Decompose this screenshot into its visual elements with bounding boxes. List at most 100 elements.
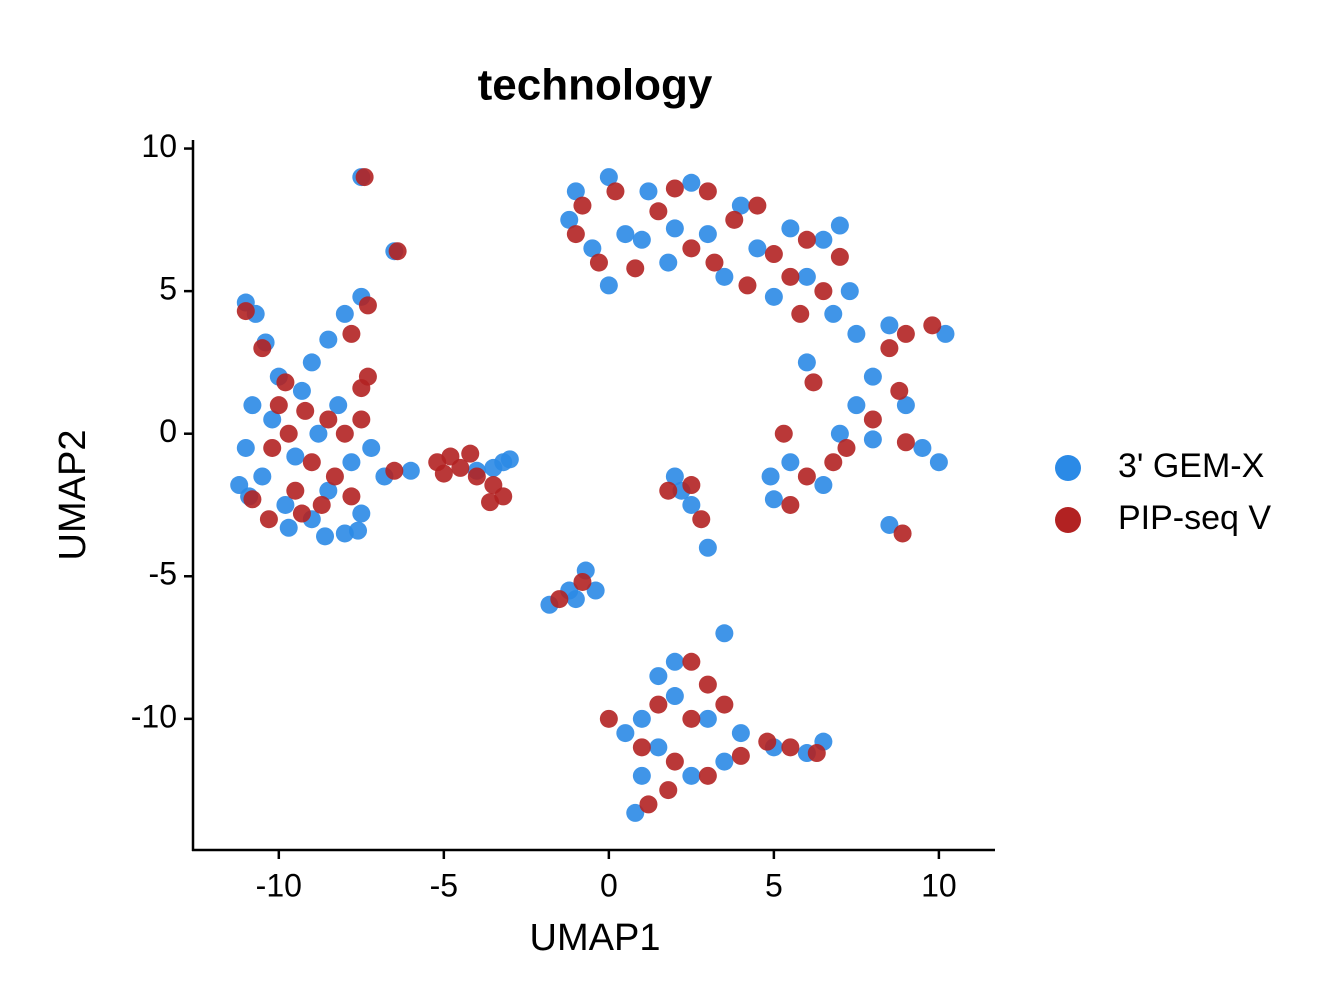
point <box>461 444 480 463</box>
point <box>748 196 767 215</box>
point <box>349 521 368 540</box>
point <box>890 381 909 400</box>
point <box>824 453 843 472</box>
point <box>325 467 344 486</box>
point <box>774 424 793 443</box>
point <box>781 738 800 757</box>
point <box>342 324 361 343</box>
point <box>936 324 955 343</box>
point <box>659 481 678 500</box>
point <box>236 302 255 321</box>
point <box>355 168 374 187</box>
point <box>358 296 377 315</box>
point <box>682 766 701 785</box>
point <box>279 424 298 443</box>
point <box>758 732 777 751</box>
point <box>665 179 684 198</box>
point <box>659 781 678 800</box>
point <box>292 381 311 400</box>
point <box>500 450 519 469</box>
point <box>632 766 651 785</box>
point <box>923 316 942 335</box>
point <box>665 752 684 771</box>
point <box>692 510 711 529</box>
point <box>484 458 503 477</box>
point <box>896 324 915 343</box>
point <box>276 495 295 514</box>
point <box>665 219 684 238</box>
point <box>566 590 585 609</box>
legend-marker <box>1055 507 1081 533</box>
point <box>863 430 882 449</box>
point <box>705 253 724 272</box>
y-tick-label: 5 <box>159 271 177 307</box>
point <box>731 724 750 743</box>
point <box>388 242 407 261</box>
point <box>329 396 348 415</box>
legend-label: 3' GEM-X <box>1118 447 1264 485</box>
legend-label: PIP-seq V <box>1118 499 1271 537</box>
point <box>286 447 305 466</box>
point <box>781 453 800 472</box>
point <box>863 367 882 386</box>
point <box>451 458 470 477</box>
point <box>725 210 744 229</box>
point <box>797 230 816 249</box>
x-tick-label: 0 <box>600 867 618 903</box>
point <box>550 590 569 609</box>
point <box>253 467 272 486</box>
point <box>715 267 734 286</box>
point <box>286 481 305 500</box>
point <box>342 453 361 472</box>
point <box>682 709 701 728</box>
point <box>573 572 592 591</box>
point <box>804 373 823 392</box>
point <box>698 538 717 557</box>
point <box>781 219 800 238</box>
point <box>682 476 701 495</box>
chart-title: technology <box>478 61 713 110</box>
point <box>761 467 780 486</box>
point <box>269 396 288 415</box>
point <box>896 433 915 452</box>
x-tick-label: 5 <box>765 867 783 903</box>
point <box>764 287 783 306</box>
point <box>682 652 701 671</box>
point <box>312 495 331 514</box>
point <box>880 339 899 358</box>
point <box>362 438 381 457</box>
point <box>698 182 717 201</box>
point <box>659 253 678 272</box>
point <box>929 453 948 472</box>
point <box>259 510 278 529</box>
point <box>830 424 849 443</box>
point <box>616 724 635 743</box>
point <box>566 225 585 244</box>
point <box>573 196 592 215</box>
point <box>715 695 734 714</box>
point <box>243 396 262 415</box>
point <box>807 744 826 763</box>
point <box>599 276 618 295</box>
point <box>632 738 651 757</box>
point <box>632 230 651 249</box>
point <box>434 464 453 483</box>
point <box>830 247 849 266</box>
point <box>863 410 882 429</box>
point <box>731 746 750 765</box>
point <box>302 353 321 372</box>
y-tick-label: 10 <box>141 128 177 164</box>
point <box>797 353 816 372</box>
point <box>319 481 338 500</box>
point <box>639 182 658 201</box>
point <box>649 738 668 757</box>
point <box>583 239 602 258</box>
point <box>560 210 579 229</box>
point <box>847 324 866 343</box>
x-axis-title: UMAP1 <box>530 917 661 959</box>
point <box>698 709 717 728</box>
x-tick-label: 10 <box>921 867 957 903</box>
point <box>589 253 608 272</box>
point <box>649 667 668 686</box>
